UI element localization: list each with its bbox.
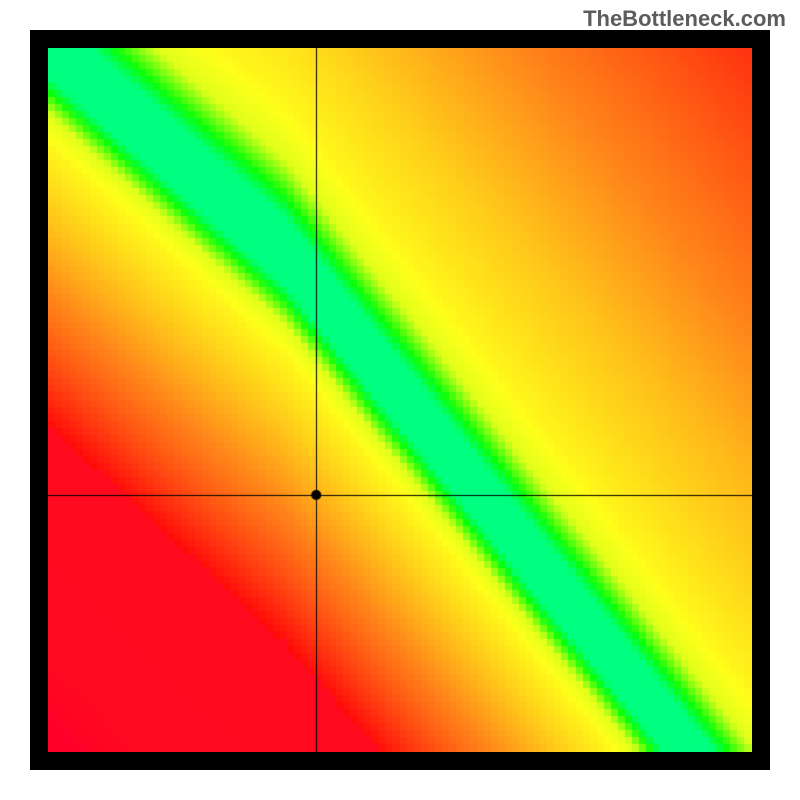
heatmap-plot bbox=[48, 48, 752, 752]
chart-frame bbox=[30, 30, 770, 770]
chart-container: TheBottleneck.com bbox=[0, 0, 800, 800]
heatmap-canvas bbox=[48, 48, 752, 752]
watermark-text: TheBottleneck.com bbox=[583, 6, 786, 32]
